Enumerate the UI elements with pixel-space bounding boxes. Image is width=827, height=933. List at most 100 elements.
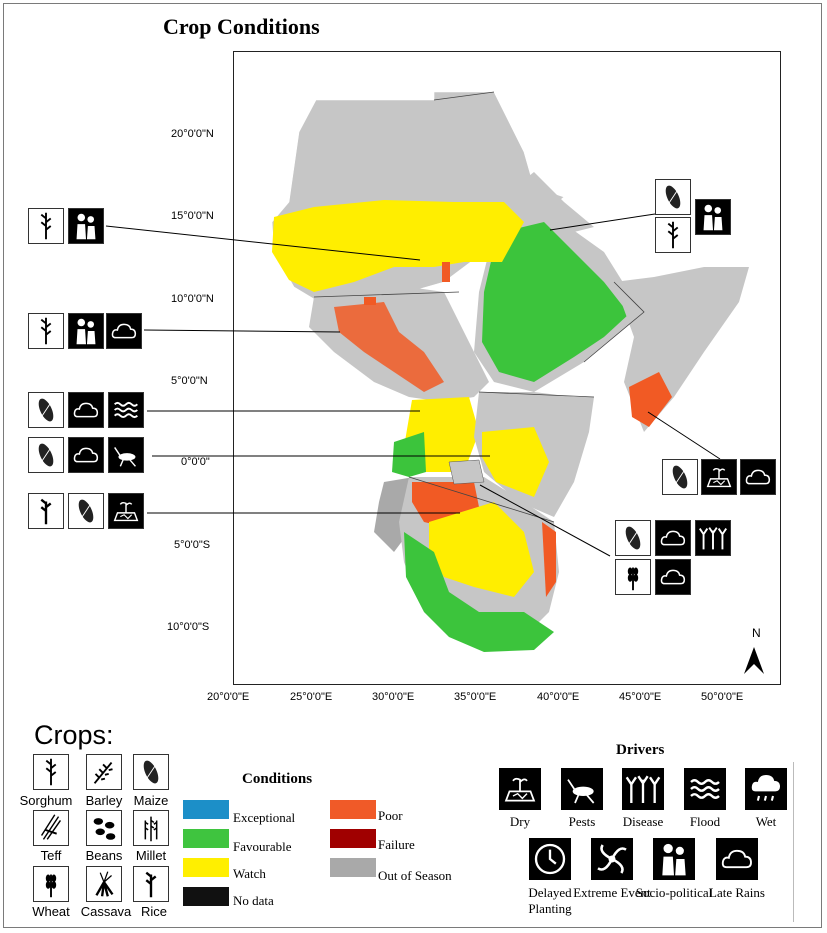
label-exceptional: Exceptional [233, 810, 296, 825]
swatch-out-of-season [330, 858, 376, 877]
lon-label-45e: 45°0'0"E [619, 691, 662, 703]
label-no-data: No data [233, 893, 274, 908]
lat-label-20n: 20°0'0"N [171, 128, 214, 140]
favourable-ethiopia [482, 222, 629, 382]
socio-political-icon [695, 199, 731, 235]
flood-icon [108, 392, 144, 428]
crop-label-maize: Maize [133, 793, 169, 808]
flood-icon [684, 768, 726, 810]
maize-icon [133, 754, 169, 790]
crop-label-beans: Beans [85, 848, 123, 863]
wet-icon [745, 768, 787, 810]
lat-label-5s: 5°0'0"S [174, 539, 211, 551]
swatch-favourable [183, 829, 229, 848]
maize-icon [68, 493, 104, 529]
crop-label-cassava: Cassava [80, 904, 132, 919]
late-rains-icon [68, 392, 104, 428]
map-title: Crop Conditions [163, 14, 320, 39]
crop-label-barley: Barley [85, 793, 123, 808]
sorghum-icon [33, 754, 69, 790]
dry-icon [108, 493, 144, 529]
late-rains-icon [68, 437, 104, 473]
label-out-of-season: Out of Season [378, 868, 452, 883]
lat-label-5n: 5°0'0"N [171, 375, 208, 387]
extreme-event-icon [591, 838, 633, 880]
drivers-legend-title: Drivers [616, 742, 665, 758]
map-area: N [233, 51, 781, 685]
crop-label-wheat: Wheat [32, 904, 70, 919]
driver-label-disease: Disease [622, 814, 664, 829]
sorghum-icon [28, 313, 64, 349]
late-rains-icon [655, 559, 691, 595]
dry-icon [701, 459, 737, 495]
watch-tanzania [429, 502, 534, 597]
pests-icon [561, 768, 603, 810]
barley-icon [86, 754, 122, 790]
lon-label-30e: 30°0'0"E [372, 691, 415, 703]
lat-label-10s: 10°0'0"S [167, 621, 210, 633]
border-lines [313, 91, 645, 523]
maize-icon [615, 520, 651, 556]
socio-political-icon [68, 313, 104, 349]
driver-label-socio-political: Socio-political [635, 885, 713, 900]
figure-frame [3, 3, 822, 928]
beans-icon [86, 810, 122, 846]
maize-icon [655, 179, 691, 215]
lat-label-0: 0°0'0" [181, 456, 210, 468]
socio-political-icon [653, 838, 695, 880]
late-rains-icon [740, 459, 776, 495]
lat-label-15n: 15°0'0"N [171, 210, 214, 222]
poor-coast-tz [542, 522, 556, 597]
millet-icon [133, 810, 169, 846]
driver-label-pests: Pests [568, 814, 596, 829]
maize-icon [28, 392, 64, 428]
lon-label-40e: 40°0'0"E [537, 691, 580, 703]
lon-label-25e: 25°0'0"E [290, 691, 333, 703]
driver-label-dry: Dry [509, 814, 531, 829]
driver-label-flood: Flood [689, 814, 721, 829]
crop-label-rice: Rice [140, 904, 167, 919]
label-failure: Failure [378, 837, 415, 852]
pests-icon [108, 437, 144, 473]
swatch-failure [330, 829, 376, 848]
conditions-legend-title: Conditions [242, 771, 313, 787]
driver-label-extreme-event: Extreme Event [573, 885, 651, 900]
lon-label-20e: 20°0'0"E [207, 691, 250, 703]
swatch-poor [330, 800, 376, 819]
divider [793, 762, 794, 922]
north-label: N [752, 626, 761, 640]
late-rains-icon [106, 313, 142, 349]
late-rains-icon [716, 838, 758, 880]
lon-label-35e: 35°0'0"E [454, 691, 497, 703]
rice-icon [133, 866, 169, 902]
disease-icon [695, 520, 731, 556]
label-watch: Watch [233, 866, 266, 881]
rice-icon [28, 493, 64, 529]
crop-label-sorghum: Sorghum [19, 793, 73, 808]
label-favourable: Favourable [233, 839, 292, 854]
disease-icon [622, 768, 664, 810]
lon-label-50e: 50°0'0"E [701, 691, 744, 703]
crops-legend-title: Crops: [34, 720, 114, 750]
region-eritrea [524, 172, 594, 232]
sorghum-icon [655, 217, 691, 253]
north-arrow [744, 647, 764, 674]
failure-patch-1 [442, 262, 450, 282]
lat-label-10n: 10°0'0"N [171, 293, 214, 305]
socio-political-icon [68, 208, 104, 244]
map-svg: N [271, 91, 764, 674]
poor-somalia [629, 372, 672, 427]
crop-label-teff: Teff [40, 848, 62, 863]
delayed-planting-icon [529, 838, 571, 880]
swatch-watch [183, 858, 229, 877]
lake-victoria [448, 459, 485, 485]
driver-label-late-rains: Late Rains [709, 885, 765, 900]
maize-icon [28, 437, 64, 473]
wheat-icon [33, 866, 69, 902]
watch-sudan [272, 200, 524, 292]
swatch-no-data [183, 887, 229, 906]
cassava-icon [86, 866, 122, 902]
favourable-tanzania [404, 532, 554, 652]
swatch-exceptional [183, 800, 229, 819]
